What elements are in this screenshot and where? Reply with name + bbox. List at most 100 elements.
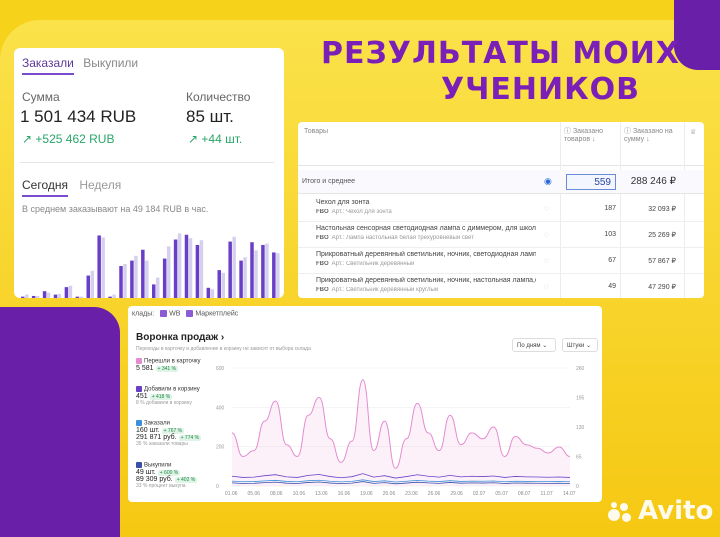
bar-secondary (221, 272, 225, 298)
x-tick: 14.07 (563, 491, 576, 497)
checkbox[interactable] (136, 358, 142, 364)
bar-primary (53, 294, 58, 298)
x-tick: 11.07 (540, 491, 552, 497)
tab-today[interactable]: Сегодня (22, 178, 68, 197)
sort-down-icon: ↓ (646, 136, 650, 143)
bar-secondary (210, 289, 215, 298)
sales-funnel-card: клады: WB Маркетплейс Воронка продаж › П… (128, 306, 602, 502)
eye-off-icon[interactable]: ◌ (544, 282, 549, 291)
col-product[interactable]: Товары (304, 128, 329, 135)
product-name: Прикроватный деревянный светильник, ночн… (316, 277, 536, 284)
background-purple-corner (674, 0, 720, 70)
table-row[interactable]: Чехол для зонта FBO Арт.: Чехол для зонта… (298, 196, 704, 222)
checkbox-marketplace[interactable] (186, 310, 194, 317)
table-row[interactable]: Прикроватный деревянный светильник, ночн… (298, 248, 704, 274)
funnel-title[interactable]: Воронка продаж › (136, 332, 225, 343)
checkbox[interactable] (136, 420, 142, 426)
product-article: FBO Арт.: Светильник деревянный (316, 261, 415, 267)
heading-line1: РЕЗУЛЬТАТЫ МОИХ (321, 36, 680, 71)
orders-tabs: Заказали Выкупили (22, 56, 144, 75)
eye-off-icon[interactable]: ◌ (544, 204, 549, 213)
bar-primary (239, 260, 243, 298)
x-tick: 02.07 (473, 491, 486, 497)
column-divider (620, 122, 621, 298)
eye-icon[interactable]: ◉ (544, 176, 552, 186)
bar-primary (141, 249, 145, 298)
total-sum: 288 246 ₽ (630, 176, 676, 187)
x-tick: 05.06 (248, 491, 261, 497)
column-divider (684, 122, 685, 298)
product-name: Настольная сенсорная светодиодная лампа … (316, 225, 536, 232)
eye-off-icon[interactable]: ◌ (544, 230, 549, 239)
column-divider (560, 122, 561, 298)
y-tick-left: 0 (216, 484, 219, 490)
bar-primary (195, 244, 200, 298)
eye-off-icon[interactable]: ◌ (544, 256, 549, 265)
funnel-line-chart: 600 400 200 0 260 195 130 65 0 01.06 05.06 08.06 10.… (216, 366, 585, 497)
product-name: Чехол для зонта (316, 199, 370, 206)
table-header: Товары ⓘ Заказано товаров ↓ ⓘ Заказано н… (298, 122, 704, 166)
bar-secondary (232, 236, 236, 298)
heading-line2: УЧЕНИКОВ (441, 72, 640, 107)
metric-card-visits[interactable]: Перешли в карточку 5 581 + 341 % (136, 358, 201, 372)
total-qty: 559 (566, 174, 616, 190)
x-tick: 29.06 (450, 491, 463, 497)
bar-secondary (276, 253, 280, 298)
series-line (231, 473, 571, 479)
x-tick: 19.06 (360, 491, 373, 497)
x-tick: 10.06 (293, 491, 306, 497)
period-select[interactable]: По дням ⌄ (512, 338, 556, 352)
tab-bought[interactable]: Выкупили (83, 56, 139, 70)
warehouse-marketplace: Маркетплейс (195, 310, 239, 318)
crown-icon: ♕ (690, 129, 697, 136)
metric-card-cart[interactable]: Добавили в корзину 451 + 418 % 8 % добави… (136, 386, 200, 406)
table-row[interactable]: Прикроватный деревянный светильник, ночн… (298, 274, 704, 298)
bar-secondary (123, 264, 127, 298)
period-tabs: Сегодня Неделя (22, 178, 122, 197)
bar-primary (152, 284, 156, 298)
product-sum: 32 093 ₽ (648, 206, 676, 213)
y-tick-left: 200 (216, 445, 225, 451)
bar-secondary (145, 260, 149, 298)
bar-primary (184, 234, 189, 298)
bar-secondary (35, 295, 40, 298)
bar-primary (272, 252, 276, 298)
bar-secondary (243, 257, 247, 298)
warehouse-label: клады: (132, 310, 155, 318)
metric-card-bought[interactable]: Выкупили 49 шт. + 600 % 89 309 руб. + 402 … (136, 462, 198, 489)
bar-secondary (188, 238, 193, 298)
tab-ordered[interactable]: Заказали (22, 56, 74, 75)
qty-value: 85 шт. (186, 107, 234, 126)
divider (20, 162, 274, 163)
checkbox-wb[interactable] (160, 310, 168, 317)
metric-card-ordered[interactable]: Заказали 160 шт. + 767 % 291 871 руб. + 77… (136, 420, 202, 447)
chevron-down-icon: ⌄ (542, 343, 548, 349)
bar-secondary (90, 270, 94, 298)
col-ordered-qty[interactable]: ⓘ Заказано товаров ↓ (564, 128, 603, 143)
table-row[interactable]: Настольная сенсорная светодиодная лампа … (298, 222, 704, 248)
bar-primary (119, 266, 123, 298)
qty-label: Количество (186, 90, 251, 104)
x-tick: 16.06 (338, 491, 351, 497)
checkbox[interactable] (136, 462, 142, 468)
tab-week[interactable]: Неделя (79, 178, 122, 192)
product-article: FBO Арт.: Лампа настольная белая трехуров… (316, 235, 474, 241)
qty-delta: ↗ +44 шт. (188, 132, 243, 146)
bar-primary (261, 244, 265, 298)
average-text: В среднем заказывают на 49 184 RUB в час… (22, 204, 209, 214)
product-qty: 67 (608, 257, 616, 264)
y-tick-right: 0 (576, 484, 579, 490)
col-ordered-sum[interactable]: ⓘ Заказано на сумму ↓ (624, 128, 673, 143)
checkbox[interactable] (136, 386, 142, 392)
unit-select[interactable]: Штуки ⌄ (562, 338, 598, 352)
sum-delta: ↗ +525 462 RUB (22, 132, 115, 146)
avito-logo-icon (608, 501, 634, 523)
series-line (231, 481, 571, 485)
y-tick-left: 600 (216, 366, 225, 372)
visits-line (231, 379, 571, 469)
x-tick: 08.07 (518, 491, 531, 497)
x-tick: 05.07 (495, 491, 508, 497)
bar-primary (64, 287, 69, 298)
x-tick: 20.06 (383, 491, 396, 497)
products-table: Товары ⓘ Заказано товаров ↓ ⓘ Заказано н… (298, 122, 704, 298)
